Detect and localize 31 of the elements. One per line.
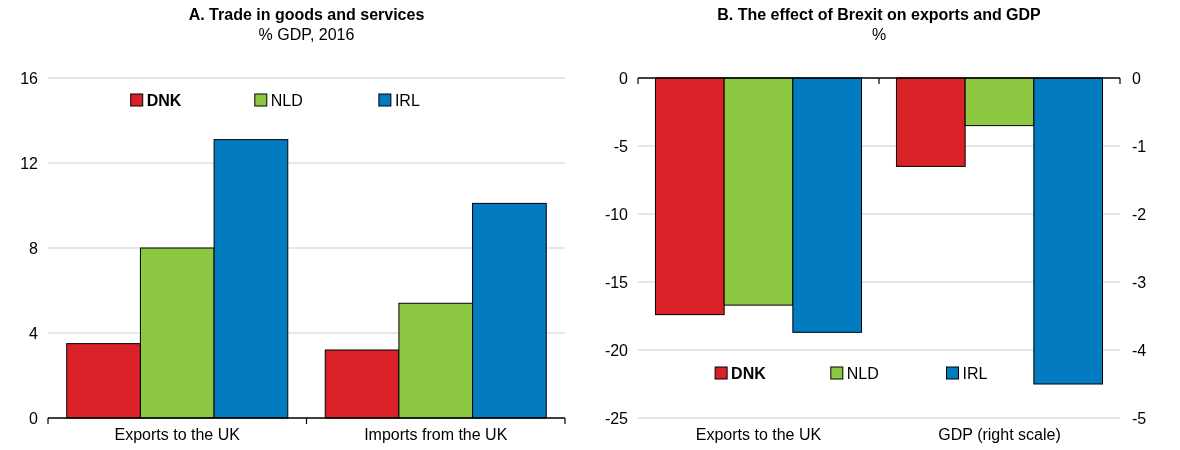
y2-tick-label: -4 <box>1132 341 1147 359</box>
x-tick-label: GDP (right scale) <box>938 426 1061 443</box>
legend-label: IRL <box>962 364 988 382</box>
legend-label: IRL <box>394 91 420 109</box>
y2-tick-label: -1 <box>1132 137 1147 155</box>
y2-tick-label: -2 <box>1132 205 1147 223</box>
y-tick-label: -25 <box>604 409 629 427</box>
y2-tick-label: 0 <box>1132 69 1141 87</box>
legend-label: DNK <box>146 91 182 109</box>
legend-label: NLD <box>270 91 303 109</box>
y-tick-label: -15 <box>604 273 629 291</box>
chart-subtitle: % GDP, 2016 <box>258 26 355 43</box>
y-tick-label: 12 <box>20 154 39 172</box>
y2-tick-label: -3 <box>1132 273 1147 291</box>
y-tick-label: 8 <box>29 239 39 257</box>
chart-title: A. Trade in goods and services <box>188 6 425 23</box>
x-tick-label: Exports to the UK <box>695 426 822 443</box>
chart-subtitle: % <box>871 26 887 43</box>
y-tick-label: 16 <box>20 69 39 87</box>
y-tick-label: -5 <box>613 137 629 155</box>
y-tick-label: 0 <box>619 69 629 87</box>
y-tick-label: 0 <box>29 409 39 427</box>
legend-label: DNK <box>731 364 767 382</box>
chart-title: B. The effect of Brexit on exports and GDP <box>717 6 1042 23</box>
y2-tick-label: -5 <box>1132 409 1147 427</box>
y-tick-label: 4 <box>29 324 39 342</box>
x-tick-label: Exports to the UK <box>114 426 241 443</box>
legend-label: NLD <box>846 364 879 382</box>
x-tick-label: Imports from the UK <box>364 426 508 443</box>
y-tick-label: -10 <box>604 205 629 223</box>
y-tick-label: -20 <box>604 341 629 359</box>
